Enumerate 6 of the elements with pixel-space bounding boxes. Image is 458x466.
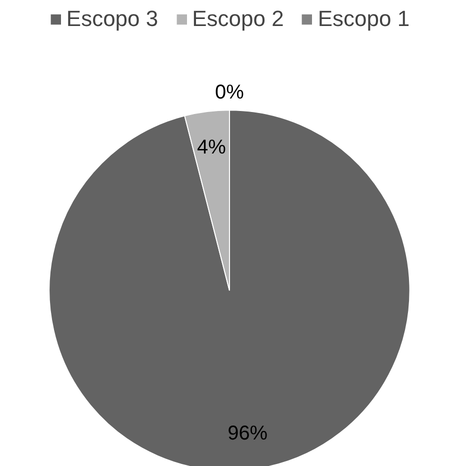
legend-label: Escopo 2 [192, 6, 284, 32]
legend-label: Escopo 3 [66, 6, 158, 32]
text: 0% [215, 81, 244, 104]
data-label: 4% [196, 136, 226, 159]
legend-label: Escopo 1 [318, 6, 410, 32]
data-label: 96% [228, 422, 268, 444]
